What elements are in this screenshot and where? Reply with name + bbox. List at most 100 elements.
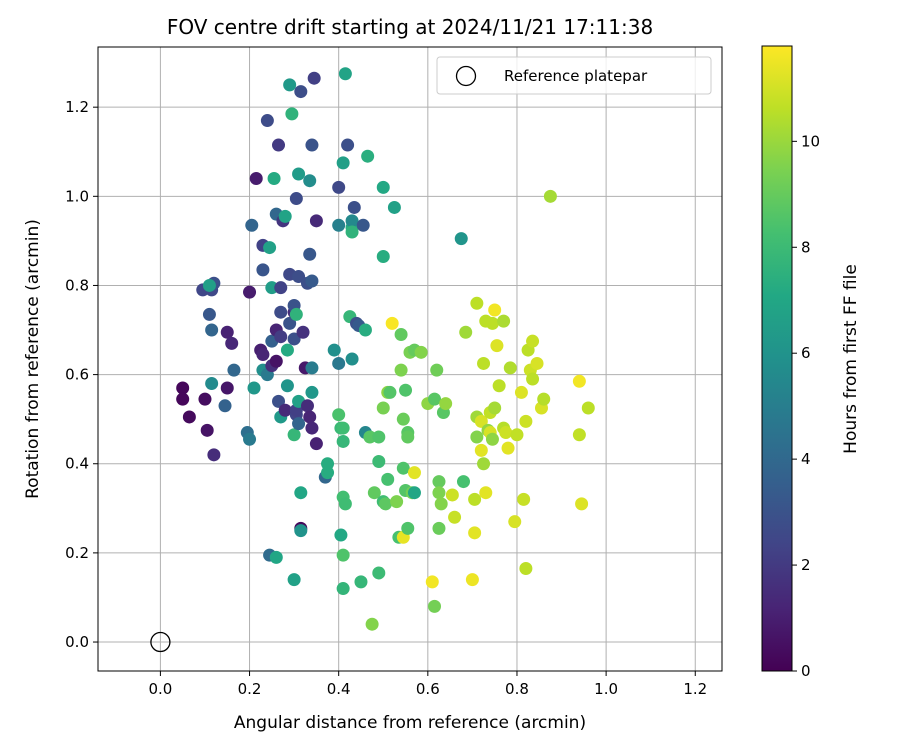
data-point [265,281,279,295]
x-tick-label: 0.2 [238,680,262,698]
plot-frame [97,46,723,672]
data-point [354,575,368,589]
data-point [432,475,446,489]
data-point [220,381,234,395]
data-point [381,472,395,486]
legend: Reference platepar [436,56,712,95]
x-tick-label: 0.4 [327,680,351,698]
data-point [263,241,277,255]
data-point [336,548,350,562]
colorbar-title: Hours from first FF file [841,264,861,454]
data-point [543,189,557,203]
data-point [332,218,346,232]
data-point [425,575,439,589]
data-point [345,225,359,239]
data-point [207,448,221,462]
data-point [488,303,502,317]
x-axis-ticks: 0.0 0.2 0.4 0.6 0.8 1.0 1.2 [148,671,707,698]
data-point [292,270,306,284]
data-point [385,316,399,330]
data-point [394,363,408,377]
data-point [361,149,375,163]
data-point [247,381,261,395]
data-point [280,379,294,393]
data-point [280,343,294,357]
data-point [378,497,392,511]
data-point [347,200,361,214]
legend-label-reference: Reference platepar [504,67,648,85]
colorbar-tick-label: 0 [801,662,811,680]
y-tick-label: 0.6 [65,366,89,384]
data-point [345,352,359,366]
data-point [485,432,499,446]
data-point [510,428,524,442]
data-point [376,249,390,263]
data-point [176,381,190,395]
data-point [283,78,297,92]
data-point [269,354,283,368]
data-point [243,432,257,446]
data-point [305,361,319,375]
data-point [376,180,390,194]
x-tick-label: 1.0 [594,680,618,698]
colorbar-gradient [761,45,793,672]
data-point [432,521,446,535]
data-point [332,180,346,194]
data-point [499,426,513,440]
data-point [274,305,288,319]
data-point [372,430,386,444]
data-point [356,218,370,232]
data-point [396,461,410,475]
data-point [287,428,301,442]
legend-box [436,56,712,95]
data-point [287,573,301,587]
data-point [267,171,281,185]
data-point [477,356,491,370]
data-point [283,316,297,330]
data-point [289,192,303,206]
data-point [300,399,314,413]
data-point [367,486,381,500]
data-point [399,383,413,397]
data-point [407,486,421,500]
data-point [508,515,522,529]
data-point [514,385,528,399]
data-point [292,167,306,181]
data-point [503,361,517,375]
data-point [182,410,196,424]
data-point [305,421,319,435]
data-point [519,561,533,575]
data-point [383,385,397,399]
data-point [309,214,323,228]
data-point [294,524,308,538]
data-point [332,408,346,422]
reference-marker-layer [150,631,171,653]
data-point [485,316,499,330]
data-point [517,492,531,506]
data-point [526,372,540,386]
data-point [434,497,448,511]
data-point [287,332,301,346]
data-points [176,67,595,631]
data-point [198,392,212,406]
data-point [269,550,283,564]
grid [98,47,722,671]
data-point [479,486,493,500]
data-point [338,67,352,81]
data-point [218,399,232,413]
data-point [358,323,372,337]
colorbar-tick-label: 6 [801,344,811,362]
data-point [519,414,533,428]
data-point [396,412,410,426]
data-point [307,71,321,85]
data-point [401,430,415,444]
data-point [363,430,377,444]
data-point [394,327,408,341]
data-point [321,466,335,480]
data-point [294,486,308,500]
y-tick-label: 0.8 [65,276,89,294]
data-point [305,385,319,399]
data-point [205,323,219,337]
data-point [474,443,488,457]
x-tick-label: 0.6 [416,680,440,698]
